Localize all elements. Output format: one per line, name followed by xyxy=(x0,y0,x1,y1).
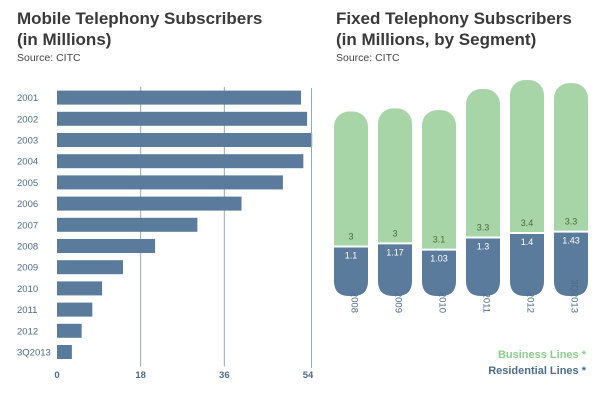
mobile-bar xyxy=(57,323,82,338)
fixed-stacked-bar-chart: 3 1.1 2008 3 1.17 2009 3.1 1.03 2010 3.3 1.3 2011 3.… xyxy=(334,80,588,313)
mobile-bar-chart: 0 18 36 54 2001 2002 2003 2004 2005 2006 2007 2008 2… xyxy=(17,87,314,381)
mobile-bar xyxy=(57,260,124,275)
y-category-label: 2005 xyxy=(17,178,38,189)
fixed-title-line2: (in Millions, by Segment) xyxy=(336,30,537,49)
x-tick-label: 36 xyxy=(219,370,230,381)
residential-segment xyxy=(466,237,500,296)
x-tick-label: 0 xyxy=(54,370,59,381)
residential-value-label: 1.03 xyxy=(430,254,448,264)
mobile-subscribers-panel: Mobile Telephony Subscribers (in Million… xyxy=(17,8,314,381)
fixed-source-note: Source: CITC xyxy=(336,52,400,64)
residential-segment xyxy=(554,231,588,296)
business-value-label: 3.1 xyxy=(433,235,446,245)
mobile-source-note: Source: CITC xyxy=(17,52,81,64)
y-category-label: 2007 xyxy=(17,220,38,231)
mobile-bar xyxy=(57,133,313,147)
mobile-bar xyxy=(57,154,304,169)
residential-segment xyxy=(422,249,456,296)
mobile-bar xyxy=(57,281,103,296)
mobile-bar xyxy=(57,111,308,126)
residential-value-label: 1.17 xyxy=(386,247,404,257)
y-category-label: 2009 xyxy=(17,263,38,274)
y-category-label: 2004 xyxy=(17,157,38,168)
business-value-label: 3 xyxy=(348,232,353,242)
mobile-title-line2: (in Millions) xyxy=(17,30,112,49)
x-tick-label: 54 xyxy=(303,370,314,381)
y-category-label: 2001 xyxy=(17,93,38,104)
residential-value-label: 1.1 xyxy=(345,251,358,261)
y-category-label: 2008 xyxy=(17,242,38,253)
mobile-bar xyxy=(57,239,156,253)
business-value-label: 3.3 xyxy=(477,223,490,233)
residential-value-label: 1.3 xyxy=(477,242,490,252)
residential-value-label: 1.43 xyxy=(562,236,580,246)
fixed-chart-title: Fixed Telephony Subscribers (in Millions… xyxy=(336,8,572,50)
legend-residential: Residential Lines * xyxy=(488,365,586,377)
mobile-bar xyxy=(57,302,93,317)
mobile-bar xyxy=(57,196,242,211)
y-category-label: 2003 xyxy=(17,136,38,147)
x-category-label: 3Q2013 xyxy=(568,279,579,313)
business-value-label: 3.3 xyxy=(565,217,578,227)
business-value-label: 3.4 xyxy=(521,218,534,228)
mobile-title-line1: Mobile Telephony Subscribers xyxy=(17,9,263,28)
x-category-label: 2008 xyxy=(348,292,359,313)
x-tick-label: 18 xyxy=(135,370,146,381)
residential-segment xyxy=(378,243,412,296)
legend-business: Business Lines * xyxy=(497,349,586,361)
y-category-label: 3Q2013 xyxy=(17,348,51,359)
y-category-label: 2011 xyxy=(17,305,37,316)
y-category-label: 2006 xyxy=(17,199,38,210)
mobile-chart-title: Mobile Telephony Subscribers (in Million… xyxy=(17,8,262,50)
y-category-label: 2012 xyxy=(17,326,38,337)
y-category-label: 2002 xyxy=(17,114,38,125)
x-category-label: 2012 xyxy=(524,292,535,313)
y-category-label: 2010 xyxy=(17,284,38,295)
residential-segment xyxy=(510,233,544,296)
mobile-bar xyxy=(57,90,302,105)
chart-divider xyxy=(311,88,312,368)
x-category-label: 2009 xyxy=(392,292,403,313)
mobile-bar xyxy=(57,345,72,359)
x-category-label: 2011 xyxy=(480,293,491,313)
fixed-title-line1: Fixed Telephony Subscribers xyxy=(336,9,572,28)
fixed-subscribers-panel: Fixed Telephony Subscribers (in Millions… xyxy=(320,0,600,402)
residential-value-label: 1.4 xyxy=(521,237,534,247)
mobile-bar xyxy=(57,217,198,232)
business-value-label: 3 xyxy=(392,228,397,238)
residential-segment xyxy=(334,246,368,296)
x-category-label: 2010 xyxy=(436,292,447,313)
mobile-bar xyxy=(57,175,283,190)
